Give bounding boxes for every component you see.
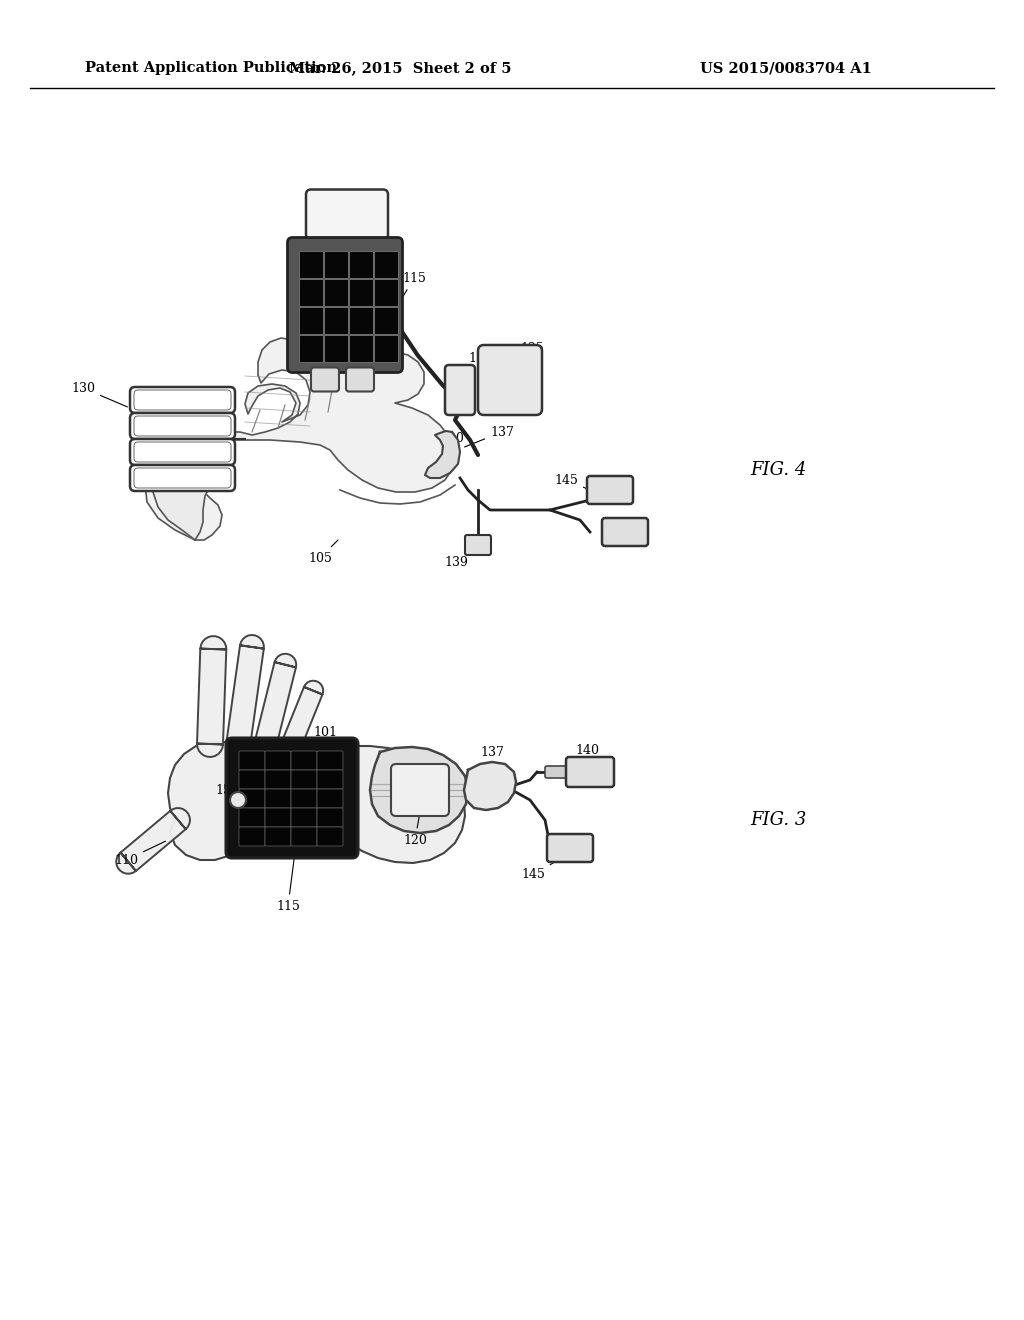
- FancyBboxPatch shape: [130, 465, 234, 491]
- Polygon shape: [370, 747, 468, 833]
- FancyBboxPatch shape: [239, 828, 265, 846]
- FancyBboxPatch shape: [349, 308, 374, 334]
- Text: 105: 105: [308, 540, 338, 565]
- Polygon shape: [425, 432, 460, 478]
- Polygon shape: [145, 315, 455, 540]
- FancyBboxPatch shape: [239, 770, 265, 789]
- FancyBboxPatch shape: [445, 366, 475, 414]
- FancyBboxPatch shape: [325, 335, 348, 363]
- Polygon shape: [153, 440, 224, 540]
- FancyBboxPatch shape: [291, 789, 317, 808]
- Text: 115: 115: [399, 272, 426, 302]
- FancyBboxPatch shape: [602, 517, 648, 546]
- Polygon shape: [252, 653, 296, 766]
- FancyBboxPatch shape: [547, 834, 593, 862]
- Text: 137: 137: [465, 425, 514, 447]
- Text: 145: 145: [554, 474, 588, 488]
- FancyBboxPatch shape: [375, 335, 398, 363]
- FancyBboxPatch shape: [349, 252, 374, 279]
- Text: 139: 139: [444, 550, 474, 569]
- Text: 120: 120: [440, 432, 464, 447]
- Text: 117: 117: [306, 226, 346, 265]
- FancyBboxPatch shape: [375, 252, 398, 279]
- FancyBboxPatch shape: [349, 335, 374, 363]
- Text: US 2015/0083704 A1: US 2015/0083704 A1: [700, 61, 871, 75]
- Text: FIG. 3: FIG. 3: [750, 810, 806, 829]
- FancyBboxPatch shape: [465, 535, 490, 554]
- FancyBboxPatch shape: [265, 828, 291, 846]
- FancyBboxPatch shape: [265, 751, 291, 770]
- Polygon shape: [464, 762, 516, 810]
- FancyBboxPatch shape: [317, 770, 343, 789]
- FancyBboxPatch shape: [317, 808, 343, 828]
- Text: 115: 115: [276, 855, 300, 912]
- FancyBboxPatch shape: [226, 738, 358, 858]
- FancyBboxPatch shape: [299, 252, 324, 279]
- FancyBboxPatch shape: [317, 789, 343, 808]
- Polygon shape: [116, 808, 190, 874]
- FancyBboxPatch shape: [239, 808, 265, 828]
- FancyBboxPatch shape: [587, 477, 633, 504]
- FancyBboxPatch shape: [346, 367, 374, 392]
- Text: 101: 101: [313, 726, 337, 750]
- Polygon shape: [197, 636, 226, 756]
- Polygon shape: [168, 742, 465, 863]
- FancyBboxPatch shape: [299, 308, 324, 334]
- FancyBboxPatch shape: [130, 413, 234, 440]
- Text: 130: 130: [71, 381, 127, 407]
- Circle shape: [230, 792, 246, 808]
- Text: 140: 140: [605, 528, 634, 541]
- Text: 157: 157: [215, 784, 239, 800]
- FancyBboxPatch shape: [291, 808, 317, 828]
- FancyBboxPatch shape: [317, 828, 343, 846]
- FancyBboxPatch shape: [239, 789, 265, 808]
- FancyBboxPatch shape: [265, 770, 291, 789]
- FancyBboxPatch shape: [391, 764, 449, 816]
- Text: FIG. 4: FIG. 4: [750, 461, 806, 479]
- FancyBboxPatch shape: [311, 367, 339, 392]
- FancyBboxPatch shape: [299, 335, 324, 363]
- FancyBboxPatch shape: [299, 280, 324, 306]
- Text: 110: 110: [114, 841, 166, 866]
- FancyBboxPatch shape: [325, 308, 348, 334]
- FancyBboxPatch shape: [288, 238, 402, 372]
- FancyBboxPatch shape: [325, 252, 348, 279]
- FancyBboxPatch shape: [306, 190, 388, 239]
- Text: 137: 137: [480, 746, 504, 766]
- FancyBboxPatch shape: [239, 751, 265, 770]
- FancyBboxPatch shape: [130, 440, 234, 465]
- Text: Mar. 26, 2015  Sheet 2 of 5: Mar. 26, 2015 Sheet 2 of 5: [289, 61, 511, 75]
- FancyBboxPatch shape: [349, 280, 374, 306]
- FancyBboxPatch shape: [291, 751, 317, 770]
- FancyBboxPatch shape: [265, 808, 291, 828]
- FancyBboxPatch shape: [291, 770, 317, 789]
- FancyBboxPatch shape: [317, 751, 343, 770]
- Text: 125: 125: [512, 342, 544, 360]
- Text: 120: 120: [403, 814, 427, 846]
- Text: 135: 135: [464, 351, 492, 376]
- FancyBboxPatch shape: [566, 756, 614, 787]
- Polygon shape: [274, 681, 324, 774]
- FancyBboxPatch shape: [375, 308, 398, 334]
- FancyBboxPatch shape: [545, 766, 571, 777]
- Text: 140: 140: [572, 743, 599, 762]
- FancyBboxPatch shape: [130, 387, 234, 413]
- FancyBboxPatch shape: [265, 789, 291, 808]
- FancyBboxPatch shape: [291, 828, 317, 846]
- FancyBboxPatch shape: [375, 280, 398, 306]
- FancyBboxPatch shape: [478, 345, 542, 414]
- FancyBboxPatch shape: [325, 280, 348, 306]
- Text: 145: 145: [521, 862, 556, 882]
- Polygon shape: [226, 635, 264, 758]
- Text: Patent Application Publication: Patent Application Publication: [85, 61, 337, 75]
